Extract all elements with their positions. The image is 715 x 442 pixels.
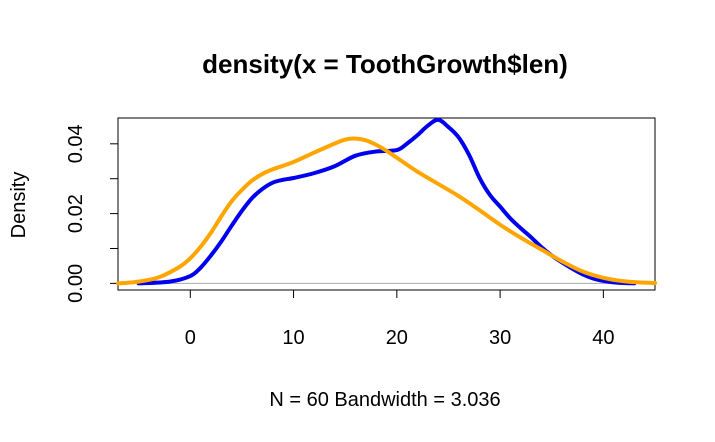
x-tick-label: 20 <box>386 327 408 349</box>
x-axis-label: N = 60 Bandwidth = 3.036 <box>269 389 500 411</box>
y-tick-label: 0.02 <box>65 194 87 233</box>
x-tick-label: 40 <box>592 327 614 349</box>
x-tick-label: 0 <box>185 327 196 349</box>
plot-frame <box>117 117 656 291</box>
y-axis: 0.00 0.02 0.04 <box>65 124 118 303</box>
x-tick-label: 30 <box>489 327 511 349</box>
chart-title: density(x = ToothGrowth$len) <box>202 49 568 79</box>
y-tick-label: 0.04 <box>65 124 87 163</box>
x-tick-label: 10 <box>282 327 304 349</box>
y-tick-label: 0.00 <box>65 264 87 303</box>
series-layer <box>116 117 657 286</box>
density-series-line-orange <box>116 136 657 286</box>
x-axis: 0 10 20 30 40 <box>185 290 614 349</box>
y-axis-label: Density <box>8 172 30 239</box>
